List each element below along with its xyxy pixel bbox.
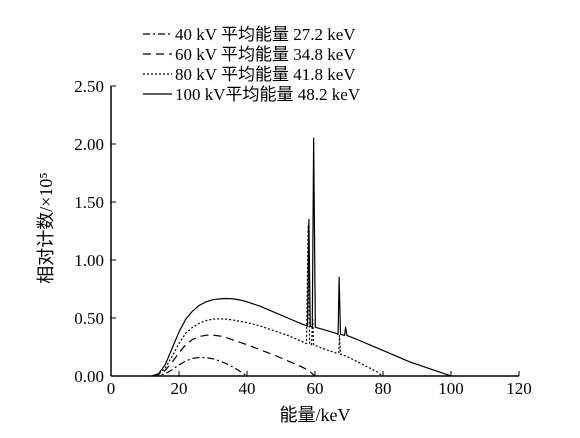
- series-lines: [151, 137, 452, 377]
- y-tick-label: 0.00: [74, 367, 104, 386]
- x-ticks: 0 20 40 60 80 100 120: [107, 371, 532, 398]
- y-tick-label: 0.50: [74, 309, 104, 328]
- legend-label-2: 60 kV 平均能量 34.8 keV: [175, 45, 356, 64]
- y-tick-label: 2.50: [74, 77, 104, 96]
- x-axis-title: 能量/keV: [280, 405, 351, 425]
- y-tick-label: 2.00: [74, 135, 104, 154]
- legend-label-3: 80 kV 平均能量 41.8 keV: [175, 65, 356, 84]
- x-tick-label: 20: [171, 379, 188, 398]
- y-axis-title: 相对计数/×10⁵: [36, 172, 56, 283]
- x-tick-label: 60: [307, 379, 324, 398]
- series-line-1: [151, 356, 248, 377]
- legend-label-4: 100 kV平均能量 48.2 keV: [175, 85, 361, 104]
- x-tick-label: 0: [107, 379, 116, 398]
- plot-area: 0 20 40 60 80 100 120 0.00 0.50 1.00 1.50 2.00 2.50: [74, 77, 532, 398]
- y-ticks: 0.00 0.50 1.00 1.50 2.00 2.50: [74, 77, 116, 386]
- legend-label-1: 40 kV 平均能量 27.2 keV: [175, 25, 356, 44]
- series-line-4: [151, 137, 452, 377]
- x-tick-label: 40: [239, 379, 256, 398]
- y-tick-label: 1.00: [74, 251, 104, 270]
- series-line-2: [151, 334, 316, 377]
- y-tick-label: 1.50: [74, 193, 104, 212]
- x-tick-label: 100: [438, 379, 464, 398]
- series-line-3: [151, 224, 384, 377]
- x-tick-label: 80: [375, 379, 392, 398]
- x-tick-label: 120: [506, 379, 532, 398]
